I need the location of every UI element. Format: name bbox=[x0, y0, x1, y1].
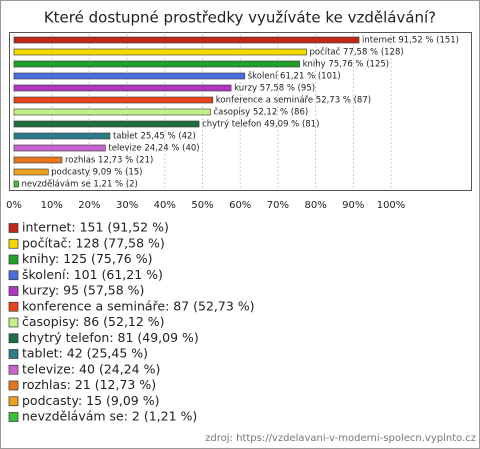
bar bbox=[13, 168, 49, 176]
x-tick-label: 50% bbox=[191, 200, 213, 211]
legend-swatch bbox=[8, 238, 19, 249]
bar bbox=[13, 96, 214, 104]
legend-swatch bbox=[8, 317, 19, 328]
value-label: podcasty 9,09 % (15) bbox=[51, 168, 142, 178]
bar bbox=[13, 120, 200, 128]
value-label: chytrý telefon 49,09 % (81) bbox=[202, 120, 319, 130]
value-label: konference a semináře 52,73 % (87) bbox=[216, 96, 371, 106]
legend-swatch bbox=[8, 380, 19, 391]
x-tick-label: 40% bbox=[154, 200, 176, 211]
legend-label: knihy: 125 (75,76 %) bbox=[22, 251, 152, 266]
bar bbox=[13, 180, 19, 188]
x-tick-label: 90% bbox=[342, 200, 364, 211]
legend-swatch bbox=[8, 301, 19, 312]
bar bbox=[13, 156, 63, 164]
x-tick-label: 10% bbox=[41, 200, 63, 211]
legend-label: podcasty: 15 (9,09 %) bbox=[22, 393, 159, 408]
legend-label: školení: 101 (61,21 %) bbox=[22, 267, 163, 282]
bar bbox=[13, 36, 360, 44]
bar bbox=[13, 72, 246, 80]
x-tick-label: 70% bbox=[267, 200, 289, 211]
legend-label: počítač: 128 (77,58 %) bbox=[22, 235, 165, 250]
legend-label: časopisy: 86 (52,12 %) bbox=[22, 314, 165, 329]
bar bbox=[13, 60, 300, 68]
value-label: počítač 77,58 % (128) bbox=[309, 47, 403, 58]
legend-label: rozhlas: 21 (12,73 %) bbox=[22, 377, 156, 392]
legend-label: internet: 151 (91,52 %) bbox=[22, 220, 169, 235]
legend-label: kurzy: 95 (57,58 %) bbox=[22, 283, 144, 298]
value-label: nevzdělávám se 1,21 % (2) bbox=[22, 180, 138, 190]
legend-label: televize: 40 (24,24 %) bbox=[22, 361, 160, 376]
x-tick-label: 30% bbox=[116, 200, 138, 211]
bar bbox=[13, 48, 307, 56]
bar bbox=[13, 108, 211, 116]
legend-swatch bbox=[8, 396, 19, 407]
legend-label: konference a semináře: 87 (52,73 %) bbox=[22, 298, 255, 313]
legend-swatch bbox=[8, 270, 19, 281]
x-tick-label: 20% bbox=[78, 200, 100, 211]
bar bbox=[13, 84, 232, 92]
value-label: školení 61,21 % (101) bbox=[248, 71, 341, 82]
legend-swatch bbox=[8, 364, 19, 375]
value-label: televize 24,24 % (40) bbox=[108, 144, 199, 154]
x-tick-label: 0% bbox=[6, 200, 22, 211]
legend-swatch bbox=[8, 412, 19, 422]
bar bbox=[13, 132, 111, 140]
x-tick-label: 80% bbox=[304, 200, 326, 211]
value-label: rozhlas 12,73 % (21) bbox=[65, 156, 153, 166]
legend-swatch bbox=[8, 286, 19, 296]
value-label: kurzy 57,58 % (95) bbox=[234, 84, 315, 94]
value-label: časopisy 52,12 % (86) bbox=[213, 107, 308, 118]
value-label: tablet 25,45 % (42) bbox=[113, 132, 196, 142]
legend-swatch bbox=[8, 223, 19, 233]
legend-label: chytrý telefon: 81 (49,09 %) bbox=[22, 330, 199, 345]
legend-label: nevzdělávám se: 2 (1,21 %) bbox=[22, 409, 197, 424]
x-tick-label: 100% bbox=[377, 200, 406, 211]
value-label: knihy 75,76 % (125) bbox=[303, 60, 389, 70]
plot-frame bbox=[9, 32, 472, 191]
legend-swatch bbox=[8, 349, 19, 359]
source: zdroj: https://vzdelavani-v-moderni-spol… bbox=[205, 433, 476, 444]
bar bbox=[13, 144, 106, 152]
value-label: internet 91,52 % (151) bbox=[362, 36, 459, 46]
chart-title: Které dostupné prostředky využíváte ke v… bbox=[44, 9, 436, 27]
x-tick-label: 60% bbox=[229, 200, 251, 211]
legend-swatch bbox=[8, 333, 19, 344]
legend-label: tablet: 42 (25,45 %) bbox=[22, 346, 148, 361]
legend-swatch bbox=[8, 254, 19, 265]
